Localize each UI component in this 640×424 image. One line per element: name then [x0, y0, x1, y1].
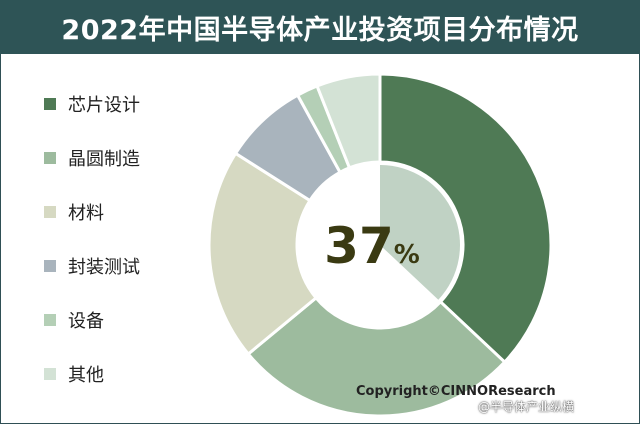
center-percentage-label: 37%	[324, 217, 420, 275]
legend-swatch	[44, 98, 56, 110]
legend-item-equipment: 设备	[44, 306, 104, 334]
legend-swatch	[44, 368, 56, 380]
legend-swatch	[44, 206, 56, 218]
legend-item-wafer-fab: 晶圆制造	[44, 144, 140, 172]
copyright-notice: Copyright©CINNOResearch	[356, 384, 556, 399]
chart-title: 2022年中国半导体产业投资项目分布情况	[61, 14, 579, 46]
legend-swatch	[44, 314, 56, 326]
watermark: @半导体产业纵横	[478, 400, 575, 414]
legend-item-chip-design: 芯片设计	[44, 90, 140, 118]
legend-label: 封装测试	[68, 257, 140, 278]
legend-item-other: 其他	[44, 360, 104, 388]
legend-label: 晶圆制造	[68, 149, 140, 170]
legend-swatch	[44, 152, 56, 164]
legend-label: 芯片设计	[68, 95, 140, 116]
donut-slice-other	[315, 72, 382, 170]
legend-label: 材料	[68, 203, 104, 224]
donut-slice-materials	[207, 151, 319, 357]
legend-label: 设备	[68, 311, 104, 332]
legend-item-materials: 材料	[44, 198, 104, 226]
legend-label: 其他	[68, 365, 104, 386]
donut-slice-wafer-fab	[246, 295, 507, 418]
legend-swatch	[44, 260, 56, 272]
title-bar: 2022年中国半导体产业投资项目分布情况	[0, 0, 640, 54]
highlight-sector-chip-design	[380, 165, 461, 300]
donut-slice-chip-design	[378, 72, 553, 365]
legend-item-packaging-testing: 封装测试	[44, 252, 140, 280]
